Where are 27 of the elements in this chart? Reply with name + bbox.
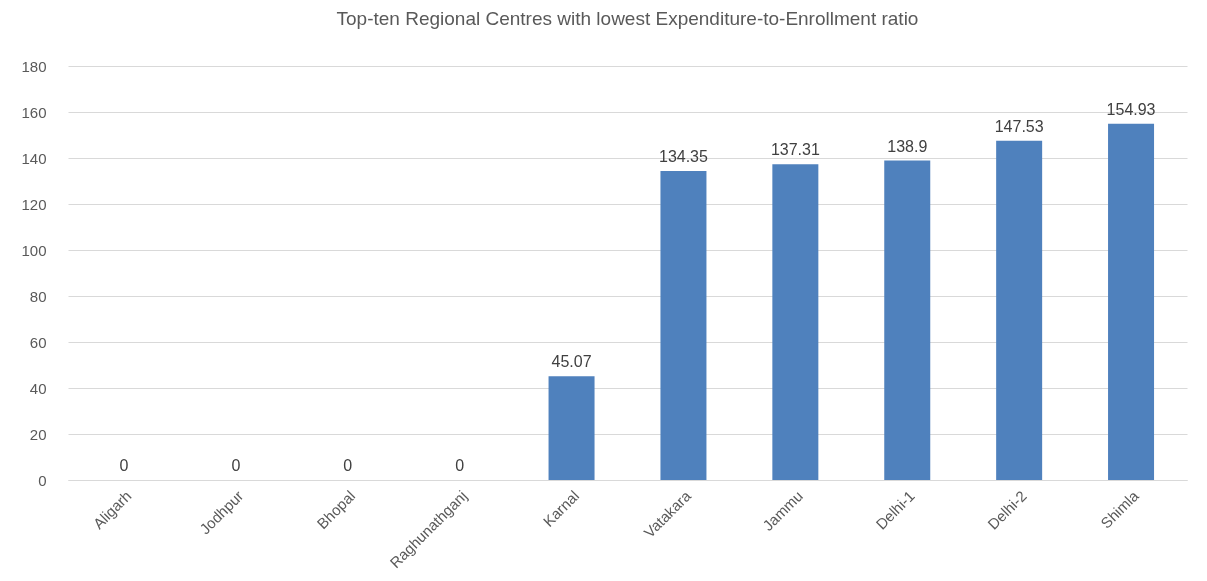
data-label: 134.35 bbox=[658, 147, 709, 165]
y-tick-label: 60 bbox=[29, 333, 47, 351]
data-label: 147.53 bbox=[994, 117, 1044, 135]
data-label: 0 bbox=[343, 457, 353, 474]
data-label: 154.93 bbox=[1106, 100, 1156, 118]
y-tick-label: 180 bbox=[21, 57, 47, 75]
bar bbox=[1108, 123, 1155, 480]
y-tick-label: 160 bbox=[21, 103, 47, 121]
y-tick-label: 100 bbox=[21, 241, 47, 259]
bar bbox=[660, 171, 707, 480]
y-tick-label: 120 bbox=[21, 195, 47, 213]
data-label: 0 bbox=[119, 457, 129, 474]
y-tick-label: 140 bbox=[21, 149, 47, 167]
y-tick-label: 20 bbox=[29, 425, 47, 443]
bar bbox=[884, 160, 931, 480]
chart-title: Top-ten Regional Centres with lowest Expenditure-to-Enrollment ratio bbox=[336, 8, 919, 29]
data-label: 137.31 bbox=[770, 141, 820, 159]
y-tick-label: 80 bbox=[29, 287, 47, 305]
data-label: 45.07 bbox=[551, 353, 592, 371]
data-label: 0 bbox=[455, 457, 465, 474]
data-label: 138.9 bbox=[887, 137, 928, 155]
bar bbox=[996, 140, 1043, 480]
y-tick-label: 40 bbox=[29, 379, 47, 397]
y-tick-label: 0 bbox=[38, 471, 47, 489]
bar bbox=[772, 164, 819, 480]
data-label: 0 bbox=[231, 457, 241, 474]
bar bbox=[548, 376, 595, 480]
